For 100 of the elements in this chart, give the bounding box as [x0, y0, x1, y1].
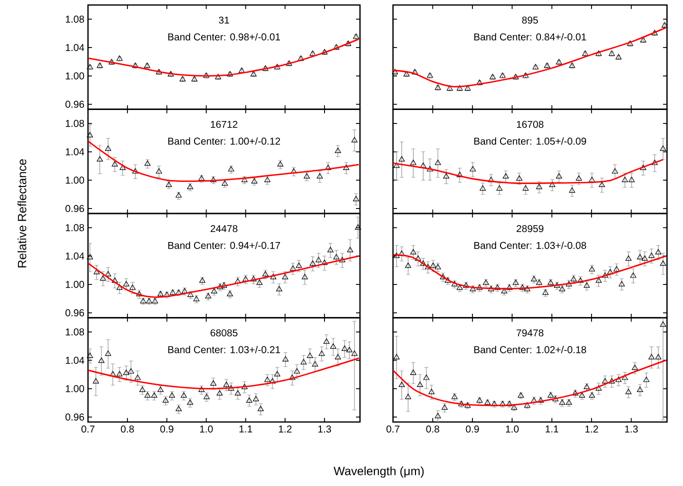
- point: [569, 187, 576, 193]
- point: [648, 252, 655, 258]
- y-tick-label: 1.08: [66, 224, 84, 232]
- point: [136, 290, 142, 296]
- point: [216, 284, 224, 290]
- point: [86, 132, 94, 138]
- point: [187, 184, 194, 190]
- point: [262, 271, 268, 276]
- point: [343, 164, 350, 170]
- point: [655, 354, 662, 360]
- point: [112, 277, 118, 283]
- x-tick-label: 1.0: [506, 426, 519, 433]
- point: [105, 350, 112, 356]
- x-tick-label: 1.3: [318, 426, 332, 433]
- point: [304, 173, 310, 179]
- point: [398, 250, 405, 256]
- point: [151, 392, 158, 398]
- text: 79478: [516, 329, 544, 336]
- x-tick-label: 0.8: [120, 426, 134, 433]
- point: [228, 166, 234, 172]
- point: [536, 280, 542, 285]
- point: [294, 368, 300, 374]
- point: [506, 284, 512, 290]
- text: 16708: [516, 120, 544, 128]
- point: [250, 276, 257, 282]
- x-tick-label: 1.0: [200, 426, 213, 433]
- x-tick-label: 1.1: [240, 426, 252, 432]
- point: [648, 354, 655, 360]
- point: [312, 361, 318, 366]
- point: [584, 282, 590, 288]
- annotation: Band Center: 1.00+/-0.12: [168, 137, 280, 145]
- point: [86, 352, 94, 358]
- annotation: Band Center: 1.02+/-0.18: [474, 346, 586, 354]
- point: [556, 173, 562, 179]
- point: [193, 296, 200, 302]
- x-tick-label: 1.2: [278, 426, 292, 432]
- point: [588, 266, 596, 272]
- text: 28959: [516, 225, 544, 232]
- point: [198, 386, 205, 392]
- point: [176, 192, 182, 198]
- point: [94, 268, 100, 274]
- point: [542, 289, 549, 295]
- y-tick-label: 1.04: [66, 148, 84, 156]
- point: [549, 182, 556, 188]
- point: [625, 255, 632, 261]
- point: [210, 380, 216, 386]
- point: [660, 260, 666, 266]
- point: [256, 280, 263, 285]
- point: [577, 277, 584, 283]
- point: [157, 386, 164, 392]
- point: [622, 374, 628, 380]
- point: [643, 376, 650, 382]
- point: [333, 254, 340, 260]
- point: [123, 280, 130, 286]
- point: [576, 175, 582, 181]
- point: [410, 249, 416, 254]
- point: [296, 262, 302, 268]
- point: [258, 406, 264, 412]
- point: [622, 176, 628, 182]
- text: 895: [522, 16, 538, 24]
- point: [242, 276, 249, 282]
- point: [187, 399, 194, 405]
- point: [139, 386, 146, 392]
- point: [128, 368, 134, 374]
- x-tick-label: 0.8: [426, 426, 440, 433]
- point: [180, 392, 187, 398]
- line-series: [88, 255, 360, 298]
- point: [199, 277, 206, 283]
- y-tick-label: 0.96: [65, 309, 84, 316]
- point: [134, 374, 141, 380]
- point: [655, 249, 662, 254]
- point: [608, 378, 615, 384]
- point: [354, 224, 362, 230]
- point: [628, 176, 635, 182]
- point: [502, 173, 509, 179]
- annotation: Band Center: 1.05+/-0.09: [474, 137, 586, 145]
- point: [269, 378, 276, 384]
- point: [434, 264, 441, 270]
- point: [346, 346, 352, 352]
- point: [394, 252, 400, 258]
- point: [205, 292, 212, 298]
- point: [330, 343, 336, 349]
- y-tick-label: 1.04: [66, 44, 84, 52]
- point: [351, 350, 358, 356]
- point: [327, 246, 334, 252]
- point: [616, 376, 622, 382]
- point: [123, 370, 130, 375]
- point: [98, 358, 104, 363]
- x-tick-label: 0.7: [81, 426, 94, 433]
- point: [618, 280, 625, 286]
- y-tick-label: 1.04: [66, 356, 84, 364]
- point: [277, 161, 284, 166]
- x-tick-label: 1.3: [625, 426, 638, 433]
- point: [211, 288, 218, 294]
- annotation: Band Center: 0.84+/-0.01: [474, 33, 586, 40]
- point: [316, 173, 323, 179]
- point: [463, 282, 470, 288]
- point: [538, 397, 544, 403]
- point: [156, 168, 162, 174]
- y-tick-label: 1.00: [66, 280, 84, 288]
